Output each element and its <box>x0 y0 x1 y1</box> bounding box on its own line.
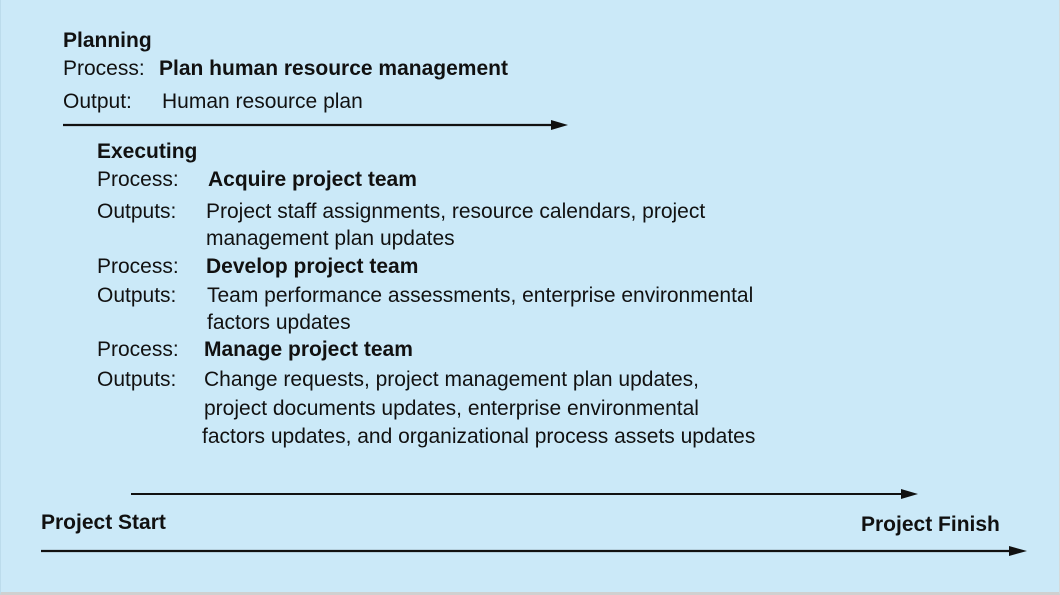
planning-output-text: Human resource plan <box>162 90 363 113</box>
planning-heading: Planning <box>63 29 152 52</box>
manage-process-name: Manage project team <box>204 338 413 361</box>
develop-outputs-label: Outputs: <box>97 284 177 307</box>
develop-process-label: Process: <box>97 255 179 278</box>
acquire-outputs-line-2: management plan updates <box>206 227 455 250</box>
executing-arrow <box>131 489 918 499</box>
project-finish-label: Project Finish <box>861 513 1000 536</box>
manage-outputs-line-1: Change requests, project management plan… <box>204 368 699 391</box>
manage-outputs-label: Outputs: <box>97 368 177 391</box>
project-start-label: Project Start <box>41 511 166 534</box>
planning-process-name: Plan human resource management <box>159 57 508 80</box>
acquire-process-label: Process: <box>97 168 179 191</box>
manage-process-label: Process: <box>97 338 179 361</box>
acquire-outputs-label: Outputs: <box>97 200 177 223</box>
develop-process-name: Develop project team <box>206 255 419 278</box>
develop-outputs-line-2: factors updates <box>207 311 351 334</box>
manage-outputs-line-3: factors updates, and organizational proc… <box>202 425 756 448</box>
executing-heading: Executing <box>97 140 198 163</box>
planning-process-label: Process: <box>63 57 145 80</box>
develop-outputs-line-1: Team performance assessments, enterprise… <box>207 284 754 307</box>
manage-outputs-line-2: project documents updates, enterprise en… <box>204 397 699 420</box>
project-timeline-arrow <box>41 546 1027 556</box>
acquire-outputs-line-1: Project staff assignments, resource cale… <box>206 200 706 223</box>
planning-output-label: Output: <box>63 90 132 113</box>
acquire-process-name: Acquire project team <box>208 168 417 191</box>
planning-arrow <box>63 120 568 130</box>
